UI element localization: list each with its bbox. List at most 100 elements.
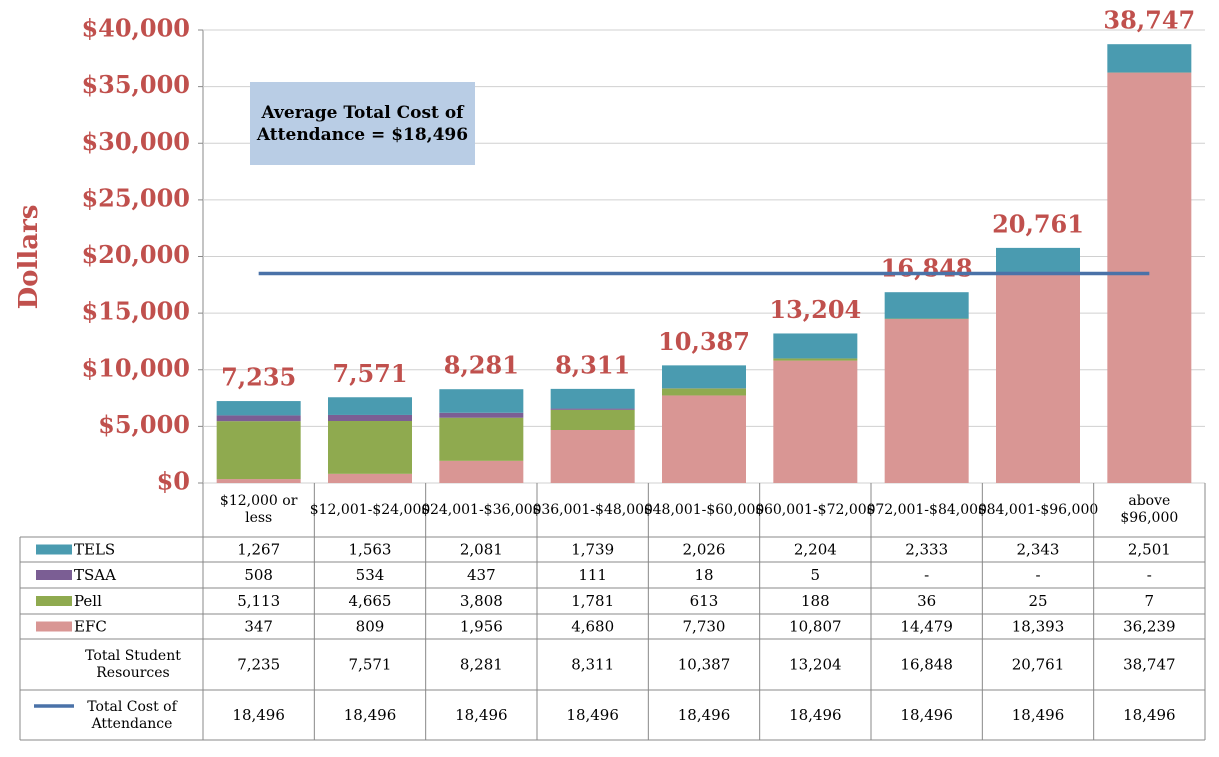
table-cell: 18,496 bbox=[789, 706, 842, 724]
bar-segment bbox=[996, 274, 1080, 483]
table-cell: 7,235 bbox=[237, 656, 280, 674]
x-tick-label: $12,001-$24,000 bbox=[309, 501, 431, 518]
table-cell: 18,496 bbox=[566, 706, 619, 724]
table-cell: 10,807 bbox=[789, 618, 842, 636]
table-cell: 534 bbox=[356, 566, 385, 584]
table-cell: 111 bbox=[578, 566, 607, 584]
table-cell: 1,267 bbox=[237, 541, 280, 559]
table-cell: 7 bbox=[1145, 592, 1155, 610]
table-cell: 18,496 bbox=[900, 706, 953, 724]
table-cell: 18,496 bbox=[455, 706, 508, 724]
table-cell: 18,393 bbox=[1012, 618, 1065, 636]
legend-label: Pell bbox=[74, 592, 102, 610]
bar-segment bbox=[884, 292, 969, 319]
x-tick-label: $72,001-$84,000 bbox=[866, 501, 987, 518]
table-cell: 347 bbox=[244, 618, 273, 636]
legend-key bbox=[36, 570, 72, 580]
table-cell: 188 bbox=[801, 592, 830, 610]
table-cell: 18,496 bbox=[678, 706, 731, 724]
table-cell: 437 bbox=[467, 566, 496, 584]
bar-segment bbox=[216, 415, 301, 422]
table-cell: 3,808 bbox=[460, 592, 503, 610]
table-cell: 18 bbox=[694, 566, 713, 584]
bar-segment bbox=[662, 365, 746, 389]
table-cell: 1,781 bbox=[571, 592, 614, 610]
bar-segment bbox=[773, 333, 858, 359]
bar-segment bbox=[439, 389, 524, 413]
table-cell: - bbox=[1147, 566, 1152, 584]
total-label: 8,311 bbox=[555, 350, 630, 379]
bar-segment bbox=[773, 360, 858, 483]
bar-segment bbox=[550, 408, 635, 410]
table-cell: 20,761 bbox=[1012, 656, 1065, 674]
bar-segment bbox=[550, 388, 635, 409]
legend-label: EFC bbox=[74, 618, 107, 636]
bar-segment bbox=[216, 401, 301, 416]
table-cell: 7,571 bbox=[349, 656, 392, 674]
table-cell: 2,501 bbox=[1128, 541, 1171, 559]
bar-segment bbox=[550, 409, 635, 430]
table-cell: 2,081 bbox=[460, 541, 503, 559]
table-cell: 5,113 bbox=[237, 592, 280, 610]
row-label: Total Cost of Attendance bbox=[87, 699, 177, 732]
y-tick-label: $15,000 bbox=[81, 297, 190, 326]
x-tick-label: above $96,000 bbox=[1120, 493, 1179, 526]
total-label: 13,204 bbox=[769, 295, 861, 324]
bar-segment bbox=[439, 417, 524, 461]
table-cell: 1,956 bbox=[460, 618, 503, 636]
table-cell: 10,387 bbox=[678, 656, 731, 674]
row-label: Total Student Resources bbox=[85, 648, 181, 681]
table-cell: 613 bbox=[690, 592, 719, 610]
table-cell: 13,204 bbox=[789, 656, 842, 674]
bar-segment bbox=[439, 460, 524, 483]
legend-key bbox=[36, 621, 72, 632]
y-tick-label: $5,000 bbox=[98, 410, 190, 439]
table-cell: 18,496 bbox=[1123, 706, 1176, 724]
total-label: 7,235 bbox=[221, 363, 296, 392]
table-cell: 8,311 bbox=[571, 656, 614, 674]
table-cell: 5 bbox=[811, 566, 821, 584]
table-cell: - bbox=[924, 566, 929, 584]
y-tick-label: $20,000 bbox=[81, 240, 190, 269]
table-cell: 18,496 bbox=[344, 706, 397, 724]
table-cell: 38,747 bbox=[1123, 656, 1176, 674]
bar-segment bbox=[1107, 44, 1192, 73]
total-label: 16,848 bbox=[881, 254, 973, 283]
legend-key bbox=[36, 596, 72, 606]
legend-key bbox=[36, 544, 72, 555]
table-cell: 508 bbox=[244, 566, 273, 584]
table-cell: 1,739 bbox=[571, 541, 614, 559]
bar-segment bbox=[328, 414, 412, 422]
bar-segment bbox=[884, 319, 969, 483]
bar-segment bbox=[328, 397, 412, 415]
y-tick-label: $40,000 bbox=[81, 14, 190, 43]
table-cell: 809 bbox=[356, 618, 385, 636]
table-cell: 14,479 bbox=[900, 618, 953, 636]
x-tick-label: $12,000 or less bbox=[219, 493, 298, 526]
table-cell: 18,496 bbox=[232, 706, 285, 724]
bar-segment bbox=[996, 247, 1080, 275]
bar-segment bbox=[1107, 72, 1192, 483]
bar-segment bbox=[550, 429, 635, 483]
total-label: 38,747 bbox=[1103, 6, 1195, 35]
x-tick-label: $36,001-$48,000 bbox=[532, 501, 653, 518]
table-cell: 4,665 bbox=[349, 592, 392, 610]
table-cell: 2,343 bbox=[1017, 541, 1060, 559]
table-cell: 4,680 bbox=[571, 618, 614, 636]
legend-label: TELS bbox=[74, 541, 115, 559]
table-cell: 18,496 bbox=[1012, 706, 1065, 724]
table-cell: 16,848 bbox=[900, 656, 953, 674]
total-label: 7,571 bbox=[332, 359, 407, 388]
legend-label: TSAA bbox=[74, 566, 116, 584]
table-cell: 36,239 bbox=[1123, 618, 1176, 636]
table-cell: 36 bbox=[917, 592, 936, 610]
x-tick-label: $60,001-$72,000 bbox=[755, 501, 876, 518]
total-label: 8,281 bbox=[444, 351, 519, 380]
y-tick-label: $0 bbox=[157, 467, 190, 496]
bar-segment bbox=[328, 473, 412, 483]
table-cell: 1,563 bbox=[349, 541, 392, 559]
y-tick-label: $30,000 bbox=[81, 127, 190, 156]
y-tick-label: $10,000 bbox=[81, 353, 190, 382]
